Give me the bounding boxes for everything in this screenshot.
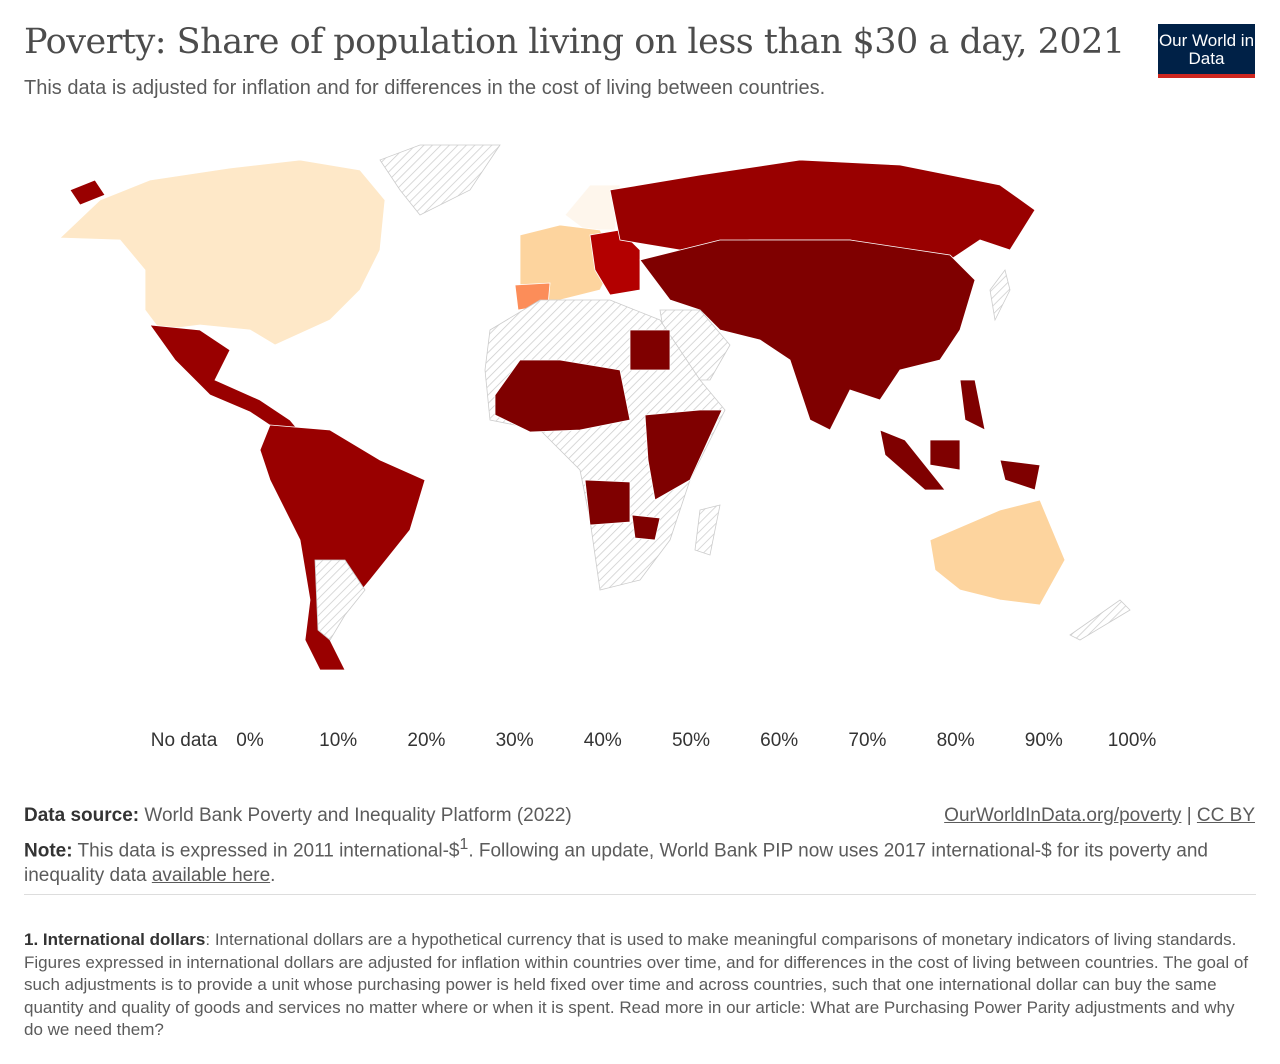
country-argentina[interactable]	[314, 559, 366, 641]
country-southeast-asia[interactable]	[879, 429, 946, 491]
country-mexico-central-america[interactable]	[149, 324, 301, 433]
note: Note: This data is expressed in 2011 int…	[24, 836, 1208, 887]
country-south-america[interactable]	[259, 424, 426, 671]
country-madagascar[interactable]	[694, 504, 721, 556]
country-zimbabwe[interactable]	[631, 514, 661, 541]
available-here-link[interactable]: available here	[151, 865, 271, 887]
country-angola[interactable]	[584, 479, 631, 526]
legend-tick-label: 30%	[495, 730, 534, 751]
country-alaska-tip[interactable]	[69, 179, 106, 206]
legend-tick-label: 90%	[1024, 730, 1063, 751]
country-japan[interactable]	[989, 269, 1011, 322]
legend-tick-label: 0%	[236, 730, 264, 751]
chart-title: Poverty: Share of population living on l…	[24, 22, 1125, 62]
country-png[interactable]	[999, 459, 1041, 491]
legend-tick-label: 80%	[936, 730, 975, 751]
footer-links: OurWorldInData.org/poverty | CC BY	[944, 805, 1255, 826]
license-link[interactable]: CC BY	[1196, 805, 1255, 826]
divider	[24, 894, 1256, 895]
country-east-africa[interactable]	[644, 409, 723, 501]
world-map[interactable]	[0, 120, 1280, 720]
legend-no-data-label: No data	[150, 730, 218, 751]
legend-tick-label: 50%	[671, 730, 711, 751]
chart-subtitle: This data is adjusted for inflation and …	[24, 77, 826, 99]
country-philippines[interactable]	[959, 379, 986, 431]
poverty-link[interactable]: OurWorldInData.org/poverty	[944, 805, 1182, 826]
legend-tick-label: 100%	[1107, 730, 1157, 751]
country-indonesia[interactable]	[929, 439, 961, 471]
country-australia[interactable]	[929, 499, 1066, 606]
legend-tick-label: 40%	[583, 730, 622, 751]
country-north-america[interactable]	[59, 159, 386, 346]
country-new-zealand[interactable]	[1069, 599, 1131, 641]
country-greenland[interactable]	[379, 144, 501, 216]
country-egypt[interactable]	[629, 329, 671, 371]
legend-tick-label: 20%	[407, 730, 446, 751]
owid-logo[interactable]: Our World in Data	[1158, 24, 1255, 78]
country-west-africa[interactable]	[494, 359, 631, 433]
footnote: 1. International dollars: International …	[24, 930, 1249, 1039]
country-asia[interactable]	[639, 239, 976, 431]
legend-tick-label: 60%	[760, 730, 799, 751]
legend-tick-label: 10%	[319, 730, 358, 751]
legend-tick-label: 70%	[848, 730, 887, 751]
data-source: Data source: World Bank Poverty and Ineq…	[24, 805, 572, 826]
